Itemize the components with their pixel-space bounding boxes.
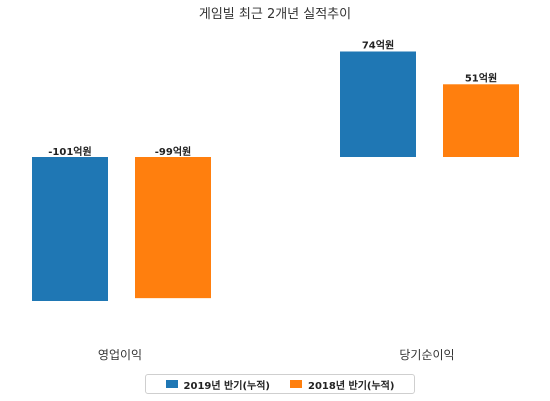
legend-item-2018: 2018년 반기(누적) <box>290 377 394 392</box>
bar-operating-profit-2019 <box>32 157 108 301</box>
data-label-net-income-2019: 74억원 <box>362 38 394 51</box>
legend-item-2019: 2019년 반기(누적) <box>165 377 270 392</box>
bar-net-income-2019 <box>340 51 416 157</box>
legend: 2019년 반기(누적) 2018년 반기(누적) <box>145 374 415 394</box>
bar-net-income-2018 <box>443 84 519 157</box>
data-label-operating-profit-2018: -99억원 <box>155 145 191 158</box>
labels-group: -101억원 74억원 -99억원 51억원 <box>48 38 497 158</box>
chart-title: 게임빌 최근 2개년 실적추이 <box>199 7 351 22</box>
category-label-operating-profit: 영업이익 <box>98 348 142 362</box>
bar-operating-profit-2018 <box>135 157 211 299</box>
legend-swatch-2018 <box>290 380 302 388</box>
legend-label-2019: 2019년 반기(누적) <box>183 380 270 392</box>
category-label-net-income: 당기순이익 <box>399 348 454 362</box>
bars-group <box>32 51 519 301</box>
data-label-operating-profit-2019: -101억원 <box>48 145 91 158</box>
data-label-net-income-2018: 51억원 <box>465 71 497 84</box>
legend-swatch-2019 <box>165 380 178 388</box>
legend-label-2018: 2018년 반기(누적) <box>308 380 395 392</box>
